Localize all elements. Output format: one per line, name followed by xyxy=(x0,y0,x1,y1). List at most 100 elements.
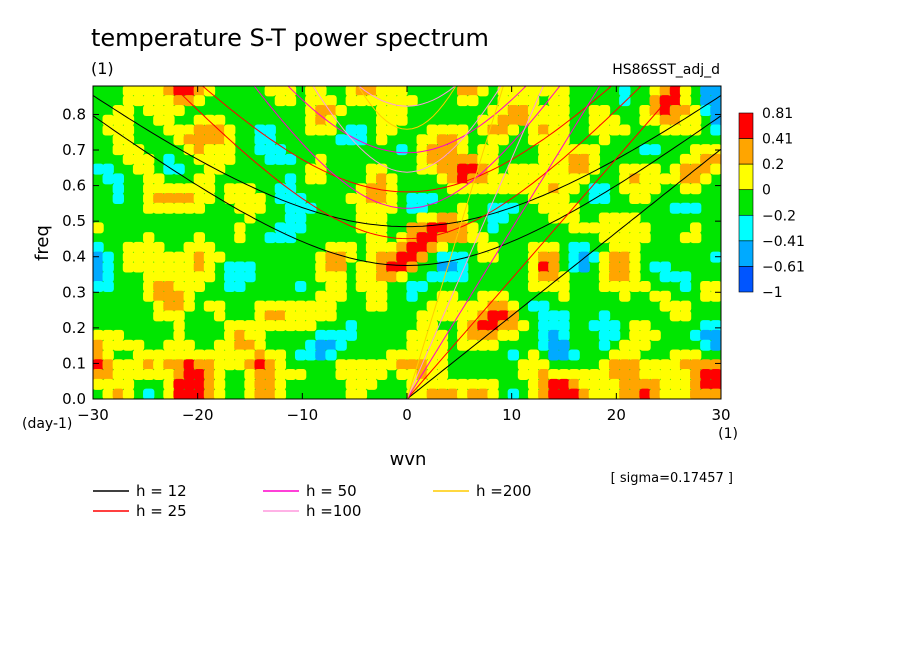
field-cell xyxy=(527,359,540,371)
field-cell xyxy=(213,359,226,371)
field-cell xyxy=(477,310,489,322)
field-cell xyxy=(102,329,114,341)
field-cell xyxy=(446,310,459,322)
field-cell xyxy=(649,329,661,341)
field-cell xyxy=(416,310,428,322)
field-cell xyxy=(335,369,347,381)
field-cell xyxy=(345,388,357,399)
field-cell xyxy=(213,134,226,146)
field-cell xyxy=(193,281,206,293)
field-cell xyxy=(487,202,499,214)
field-cell xyxy=(183,281,195,293)
field-cell xyxy=(386,251,398,263)
field-cell xyxy=(538,378,550,390)
field-cell xyxy=(305,114,317,126)
spectrum-field xyxy=(93,86,721,399)
field-cell xyxy=(203,153,216,165)
field-cell xyxy=(619,232,631,244)
field-cell xyxy=(122,153,135,165)
field-cell xyxy=(679,300,692,312)
y-tick-label: 0.3 xyxy=(62,283,86,301)
field-cell xyxy=(284,202,297,214)
field-cell xyxy=(477,86,489,97)
field-cell xyxy=(143,349,155,361)
field-cell xyxy=(649,369,661,381)
field-cell xyxy=(416,251,428,263)
field-cell xyxy=(183,378,195,390)
field-cell xyxy=(619,86,631,97)
field-cell xyxy=(507,104,520,116)
field-cell xyxy=(669,300,682,312)
field-cell xyxy=(102,251,114,263)
field-cell xyxy=(386,359,398,371)
field-cell xyxy=(213,310,226,322)
field-cell xyxy=(487,329,499,341)
field-cell xyxy=(436,232,449,244)
field-cell xyxy=(396,359,408,371)
field-cell xyxy=(274,232,287,244)
field-cell xyxy=(588,388,601,399)
field-cell xyxy=(659,124,671,136)
field-cell xyxy=(163,251,175,263)
field-cell xyxy=(578,173,590,185)
field-cell xyxy=(608,251,621,263)
field-cell xyxy=(376,359,388,371)
field-cell xyxy=(376,183,388,195)
field-cell xyxy=(436,173,449,185)
field-cell xyxy=(173,163,185,175)
field-cell xyxy=(649,114,661,126)
field-cell xyxy=(558,320,570,332)
field-cell xyxy=(598,320,611,332)
field-cell xyxy=(629,241,641,253)
field-cell xyxy=(679,153,692,165)
field-cell xyxy=(457,339,469,351)
field-cell xyxy=(548,369,560,381)
field-cell xyxy=(325,300,337,312)
field-cell xyxy=(538,192,550,204)
field-cell xyxy=(163,388,175,399)
field-cell xyxy=(386,241,398,253)
field-cell xyxy=(274,153,287,165)
field-cell xyxy=(315,153,327,165)
field-cell xyxy=(163,378,175,390)
field-cell xyxy=(122,388,135,399)
field-cell xyxy=(538,86,550,97)
x-axis-label: wvn xyxy=(390,449,427,470)
field-cell xyxy=(365,251,378,263)
field-cell xyxy=(548,378,560,390)
field-cell xyxy=(355,183,368,195)
field-cell xyxy=(163,192,175,204)
field-cell xyxy=(578,261,590,273)
y-tick-label: 0.8 xyxy=(62,105,86,123)
field-cell xyxy=(396,144,408,156)
field-cell xyxy=(143,271,155,283)
field-cell xyxy=(538,281,550,293)
field-cell xyxy=(629,173,641,185)
field-cell xyxy=(619,271,631,283)
field-cell xyxy=(294,300,307,312)
field-cell xyxy=(639,222,651,234)
field-cell xyxy=(224,183,236,195)
field-cell xyxy=(193,173,206,185)
field-cell xyxy=(527,369,540,381)
field-cell xyxy=(608,281,621,293)
field-cell xyxy=(376,281,388,293)
field-cell xyxy=(102,349,114,361)
field-cell xyxy=(224,339,236,351)
dispersion-curve-200 xyxy=(357,86,457,130)
field-cell xyxy=(568,378,580,390)
field-cell xyxy=(163,359,175,371)
field-cell xyxy=(406,232,418,244)
field-cell xyxy=(619,281,631,293)
field-cell xyxy=(507,173,520,185)
field-cell xyxy=(153,310,165,322)
field-cell xyxy=(335,359,347,371)
field-cell xyxy=(406,349,418,361)
field-cell xyxy=(578,153,590,165)
colorbar-label: −1 xyxy=(762,285,783,301)
dispersion-curve-12 xyxy=(93,115,721,267)
field-cell xyxy=(153,241,165,253)
field-cell xyxy=(173,86,185,97)
field-cell xyxy=(700,153,712,165)
field-cell xyxy=(639,320,651,332)
